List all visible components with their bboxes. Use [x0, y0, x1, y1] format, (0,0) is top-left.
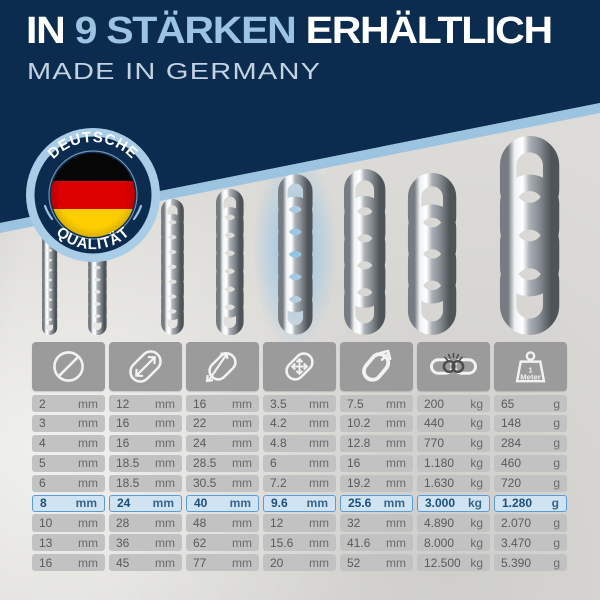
- svg-text:Meter: Meter: [520, 372, 541, 381]
